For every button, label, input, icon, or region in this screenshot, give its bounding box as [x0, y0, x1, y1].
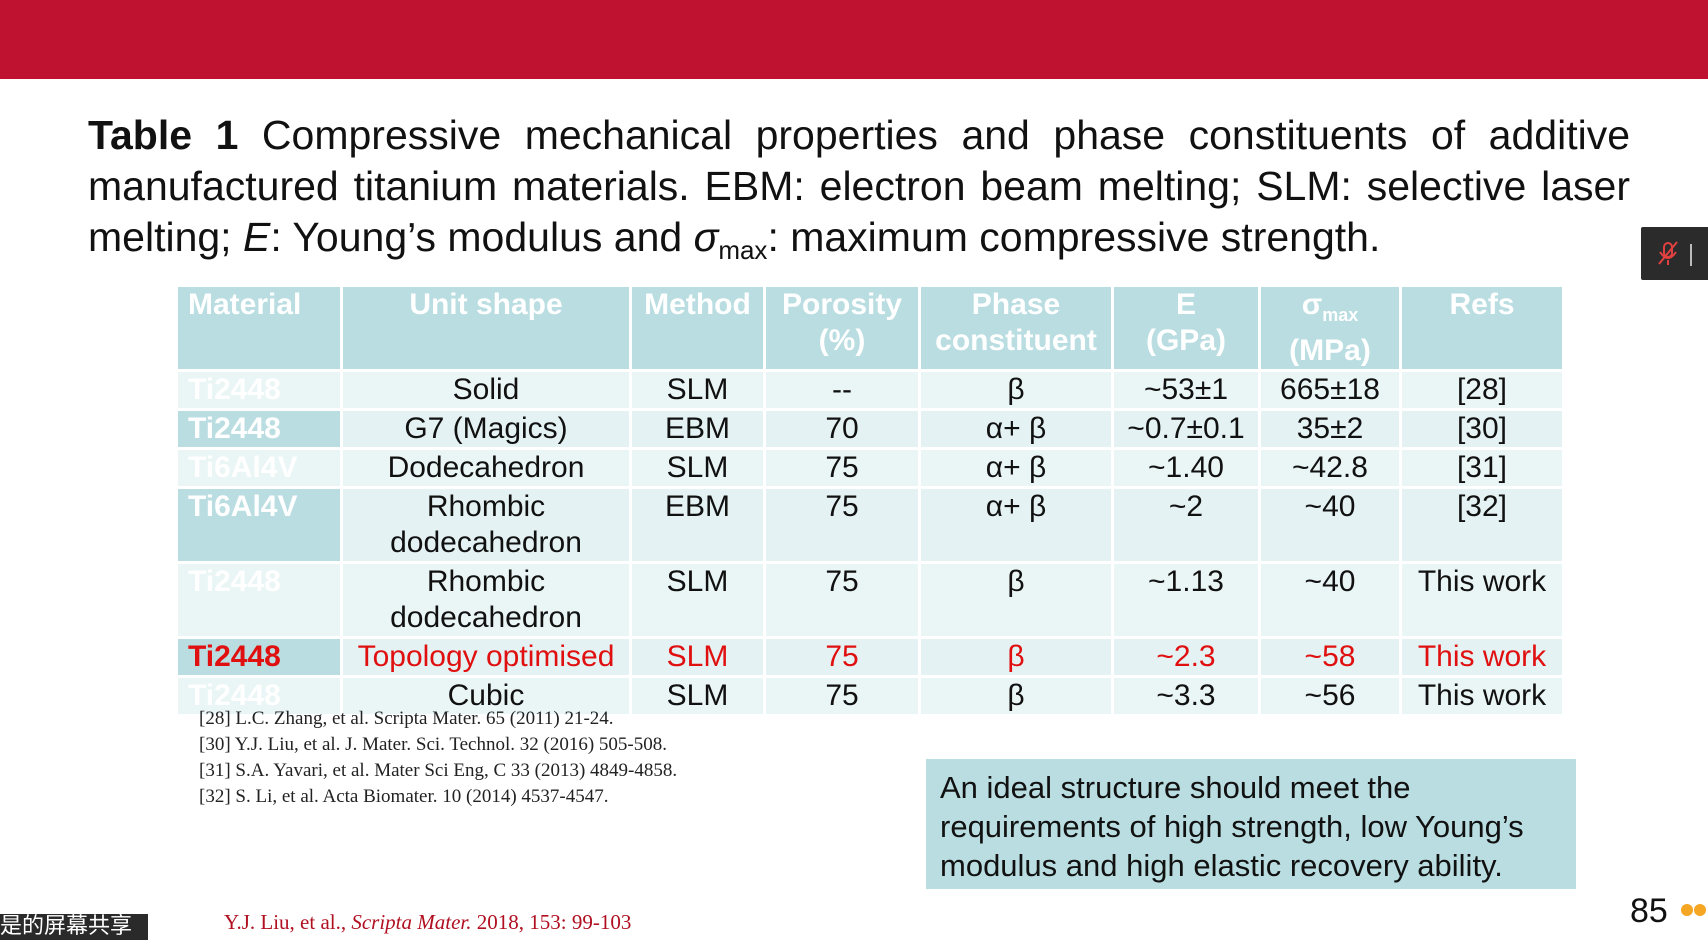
- caption-sigma: σ: [693, 214, 719, 260]
- cell-e: ~1.13: [1111, 561, 1261, 639]
- cell-unit-shape: Topology optimised: [340, 636, 632, 678]
- reference-item: [30] Y.J. Liu, et al. J. Mater. Sci. Tec…: [199, 734, 667, 755]
- cell-method: SLM: [629, 675, 766, 717]
- header-porosity: Porosity (%): [763, 284, 921, 372]
- caption-text-2: : Young’s modulus and: [270, 214, 694, 260]
- header-method: Method: [629, 284, 766, 372]
- cell-material: Ti6Al4V: [175, 447, 343, 489]
- cell-material: Ti2448: [175, 369, 343, 411]
- note-line: An ideal structure should meet the: [940, 770, 1411, 805]
- cell-porosity: 75: [763, 636, 921, 678]
- cell-material: Ti2448: [175, 561, 343, 639]
- table-row: Ti6Al4V Rhombic dodecahedron EBM 75 α+ β …: [175, 486, 1565, 564]
- cell-e: ~2: [1111, 486, 1261, 564]
- mic-muted-icon: [1658, 241, 1692, 266]
- header-material: Material: [175, 284, 343, 372]
- cell-refs: This work: [1399, 561, 1565, 639]
- cell-sigma: 665±18: [1258, 369, 1402, 411]
- cell-porosity: 75: [763, 561, 921, 639]
- cell-method: SLM: [629, 447, 766, 489]
- cell-sigma: ~42.8: [1258, 447, 1402, 489]
- cell-unit-shape: Rhombic dodecahedron: [340, 486, 632, 564]
- note-line: requirements of high strength, low Young…: [940, 809, 1524, 844]
- reference-item: [32] S. Li, et al. Acta Biomater. 10 (20…: [199, 786, 609, 807]
- caption-text-3: : maximum compressive strength.: [767, 214, 1381, 260]
- page-number: 85: [1630, 892, 1668, 930]
- cell-refs: [30]: [1399, 408, 1565, 450]
- cell-sigma: ~40: [1258, 486, 1402, 564]
- properties-table: Material Unit shape Method Porosity (%) P…: [175, 284, 1565, 717]
- cell-sigma: ~58: [1258, 636, 1402, 678]
- cell-unit-shape: G7 (Magics): [340, 408, 632, 450]
- header-bar: [0, 0, 1708, 79]
- loading-dots-icon: [1681, 903, 1707, 921]
- cell-unit-shape: Solid: [340, 369, 632, 411]
- note-box: An ideal structure should meet the requi…: [926, 759, 1576, 889]
- table-header: Material Unit shape Method Porosity (%) P…: [175, 284, 1565, 372]
- cell-e: ~1.40: [1111, 447, 1261, 489]
- cell-refs: [28]: [1399, 369, 1565, 411]
- footer-citation: Y.J. Liu, et al., Scripta Mater. 2018, 1…: [224, 910, 632, 934]
- table-row: Ti2448 Cubic SLM 75 β ~3.3 ~56 This work: [175, 675, 1565, 717]
- cell-sigma: 35±2: [1258, 408, 1402, 450]
- caption-label: Table 1: [88, 112, 239, 158]
- cell-sigma: ~40: [1258, 561, 1402, 639]
- table-row-highlighted: Ti2448 Topology optimised SLM 75 β ~2.3 …: [175, 636, 1565, 678]
- cell-method: EBM: [629, 486, 766, 564]
- caption-e-symbol: E: [242, 214, 271, 260]
- table-body: Ti2448 Solid SLM -- β ~53±1 665±18 [28] …: [175, 369, 1565, 717]
- cell-e: ~0.7±0.1: [1111, 408, 1261, 450]
- header-e: E (GPa): [1111, 284, 1261, 372]
- cell-phase: α+ β: [918, 408, 1114, 450]
- cell-material: Ti6Al4V: [175, 486, 343, 564]
- reference-list: [28] L.C. Zhang, et al. Scripta Mater. 6…: [199, 706, 677, 810]
- screen-share-label[interactable]: 是的屏幕共享: [0, 914, 148, 940]
- cell-unit-shape: Rhombic dodecahedron: [340, 561, 632, 639]
- mic-toggle-button[interactable]: [1641, 227, 1708, 280]
- table-row: Ti6Al4V Dodecahedron SLM 75 α+ β ~1.40 ~…: [175, 447, 1565, 489]
- table-row: Ti2448 Rhombic dodecahedron SLM 75 β ~1.1…: [175, 561, 1565, 639]
- cell-porosity: 75: [763, 486, 921, 564]
- cell-method: SLM: [629, 561, 766, 639]
- cell-unit-shape: Dodecahedron: [340, 447, 632, 489]
- cell-method: SLM: [629, 636, 766, 678]
- cell-refs: [32]: [1399, 486, 1565, 564]
- header-refs: Refs: [1399, 284, 1565, 372]
- footer-journal: Scripta Mater.: [351, 910, 472, 934]
- cell-phase: β: [918, 561, 1114, 639]
- cell-phase: β: [918, 636, 1114, 678]
- reference-item: [31] S.A. Yavari, et al. Mater Sci Eng, …: [199, 760, 678, 781]
- cell-method: EBM: [629, 408, 766, 450]
- note-line: modulus and high elastic recovery abilit…: [940, 848, 1503, 883]
- cell-e: ~53±1: [1111, 369, 1261, 411]
- reference-item: [28] L.C. Zhang, et al. Scripta Mater. 6…: [199, 708, 614, 729]
- header-unit-shape: Unit shape: [340, 284, 632, 372]
- cell-phase: α+ β: [918, 486, 1114, 564]
- cell-refs: This work: [1399, 675, 1565, 717]
- cell-method: SLM: [629, 369, 766, 411]
- cell-material: Ti2448: [175, 636, 343, 678]
- header-phase: Phase constituent: [918, 284, 1114, 372]
- cell-unit-shape: Cubic: [340, 675, 632, 717]
- table-row: Ti2448 Solid SLM -- β ~53±1 665±18 [28]: [175, 369, 1565, 411]
- table-caption: Table 1 Compressive mechanical propertie…: [88, 110, 1630, 263]
- caption-sigma-sub: max: [718, 235, 768, 265]
- cell-porosity: 70: [763, 408, 921, 450]
- cell-refs: This work: [1399, 636, 1565, 678]
- cell-porosity: --: [763, 369, 921, 411]
- cell-phase: β: [918, 675, 1114, 717]
- table-row: Ti2448 G7 (Magics) EBM 70 α+ β ~0.7±0.1 …: [175, 408, 1565, 450]
- cell-material: Ti2448: [175, 408, 343, 450]
- cell-sigma: ~56: [1258, 675, 1402, 717]
- cell-phase: β: [918, 369, 1114, 411]
- cell-refs: [31]: [1399, 447, 1565, 489]
- cell-e: ~3.3: [1111, 675, 1261, 717]
- cell-porosity: 75: [763, 447, 921, 489]
- cell-phase: α+ β: [918, 447, 1114, 489]
- header-sigma: σmax (MPa): [1258, 284, 1402, 372]
- cell-porosity: 75: [763, 675, 921, 717]
- caption-text-1: Compressive mechanical properties and ph…: [88, 112, 1630, 260]
- cell-material: Ti2448: [175, 675, 343, 717]
- cell-e: ~2.3: [1111, 636, 1261, 678]
